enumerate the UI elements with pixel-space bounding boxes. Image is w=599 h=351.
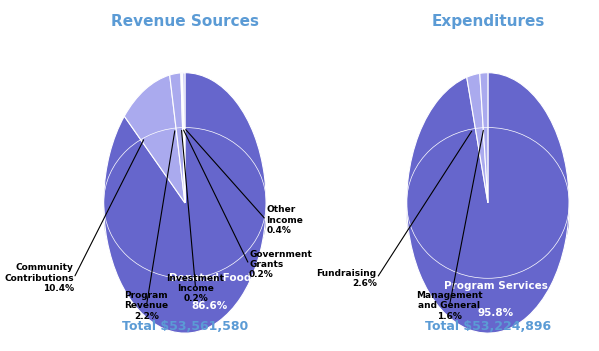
Text: Revenue Sources: Revenue Sources bbox=[111, 14, 259, 29]
Wedge shape bbox=[183, 73, 185, 203]
Text: Investment
Income
0.2%: Investment Income 0.2% bbox=[167, 274, 225, 304]
Text: Community
Contributions
10.4%: Community Contributions 10.4% bbox=[4, 263, 74, 293]
Wedge shape bbox=[182, 73, 185, 203]
Text: 86.6%: 86.6% bbox=[192, 301, 228, 311]
Text: Donated Food: Donated Food bbox=[169, 273, 251, 283]
Text: Total $53,561,580: Total $53,561,580 bbox=[122, 320, 248, 333]
Text: Program Services: Program Services bbox=[444, 281, 548, 291]
Ellipse shape bbox=[407, 143, 569, 293]
Text: Other
Income
0.4%: Other Income 0.4% bbox=[266, 205, 303, 235]
Text: Management
and General
1.6%: Management and General 1.6% bbox=[416, 291, 483, 320]
Text: Government
Grants
0.2%: Government Grants 0.2% bbox=[249, 250, 312, 279]
Text: 95.8%: 95.8% bbox=[478, 309, 514, 318]
Polygon shape bbox=[185, 127, 266, 293]
Text: Program
Revenue
2.2%: Program Revenue 2.2% bbox=[125, 291, 168, 320]
Wedge shape bbox=[170, 73, 185, 203]
Wedge shape bbox=[104, 73, 266, 333]
Text: Total $53,224,896: Total $53,224,896 bbox=[425, 320, 551, 333]
Wedge shape bbox=[480, 73, 488, 203]
Polygon shape bbox=[488, 127, 569, 293]
Wedge shape bbox=[181, 73, 185, 203]
Ellipse shape bbox=[104, 143, 266, 293]
Text: Fundraising
2.6%: Fundraising 2.6% bbox=[317, 269, 377, 288]
Text: Expenditures: Expenditures bbox=[431, 14, 544, 29]
Wedge shape bbox=[407, 73, 569, 333]
Wedge shape bbox=[125, 75, 185, 203]
Wedge shape bbox=[467, 73, 488, 203]
